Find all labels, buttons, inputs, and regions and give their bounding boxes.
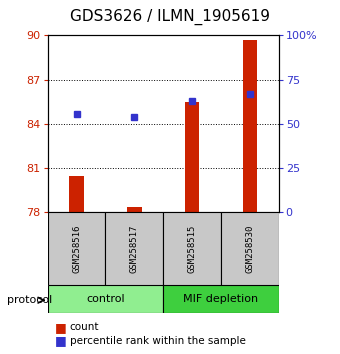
Text: percentile rank within the sample: percentile rank within the sample xyxy=(70,336,245,346)
Text: GSM258530: GSM258530 xyxy=(245,224,254,273)
Text: GSM258517: GSM258517 xyxy=(130,224,139,273)
Text: GDS3626 / ILMN_1905619: GDS3626 / ILMN_1905619 xyxy=(70,9,270,25)
Text: MIF depletion: MIF depletion xyxy=(184,294,258,304)
Bar xyxy=(48,285,163,313)
Bar xyxy=(221,212,279,285)
Text: control: control xyxy=(86,294,125,304)
Bar xyxy=(243,40,257,212)
Bar xyxy=(163,285,279,313)
Text: protocol: protocol xyxy=(7,295,52,305)
Bar xyxy=(105,212,163,285)
Text: ■: ■ xyxy=(54,321,66,334)
Text: GSM258515: GSM258515 xyxy=(188,224,197,273)
Bar xyxy=(185,102,199,212)
Bar xyxy=(127,207,141,212)
Text: ■: ■ xyxy=(54,334,66,347)
Bar xyxy=(48,212,105,285)
Text: count: count xyxy=(70,322,99,332)
Text: GSM258516: GSM258516 xyxy=(72,224,81,273)
Bar xyxy=(163,212,221,285)
Bar xyxy=(69,176,84,212)
